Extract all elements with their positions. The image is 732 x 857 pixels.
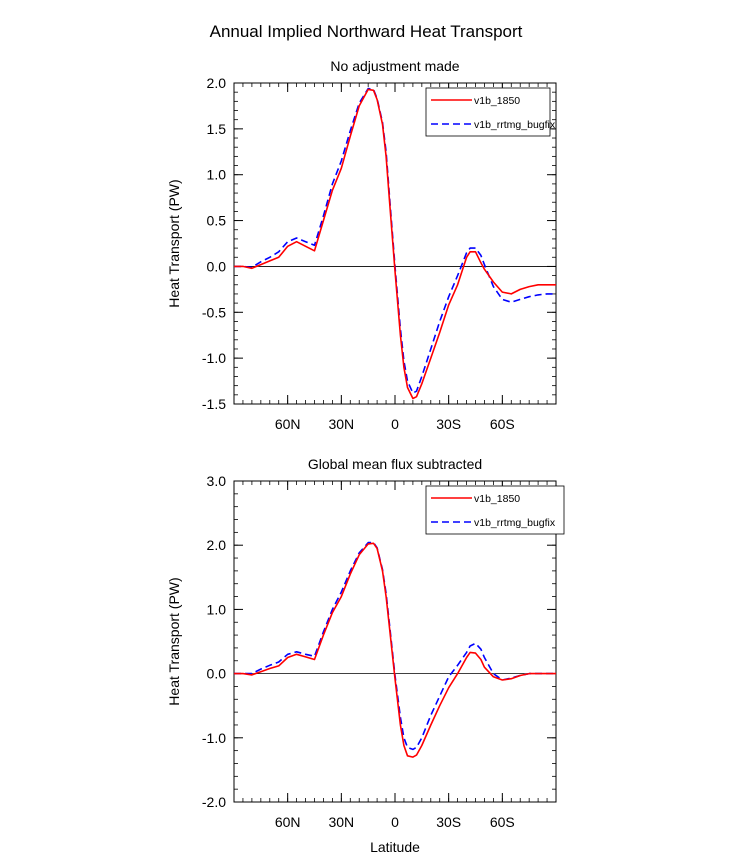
- y-tick-label: 3.0: [207, 473, 227, 489]
- y-tick-label: 0.5: [207, 213, 227, 229]
- x-tick-label: 60N: [275, 814, 301, 830]
- series-line-v1b-1850: [234, 88, 556, 400]
- y-tick-label: 0.0: [207, 666, 227, 682]
- legend-label: v1b_1850: [474, 493, 520, 505]
- y-tick-label: 2.0: [207, 75, 227, 91]
- x-tick-label: 30N: [328, 416, 354, 432]
- x-axis-label: Latitude: [370, 839, 420, 855]
- y-tick-label: -1.5: [202, 396, 226, 412]
- x-tick-label: 30S: [436, 416, 461, 432]
- panel-subtitle: No adjustment made: [330, 58, 459, 74]
- y-tick-label: 1.0: [207, 167, 227, 183]
- chart-main-title: Annual Implied Northward Heat Transport: [209, 22, 523, 41]
- legend: v1b_1850 v1b_rrtmg_bugfix: [425, 87, 556, 137]
- legend-label: v1b_rrtmg_bugfix: [474, 517, 556, 529]
- x-tick-label: 0: [391, 416, 399, 432]
- legend-label: v1b_rrtmg_bugfix: [474, 119, 556, 131]
- x-tick-label: 60N: [275, 416, 301, 432]
- y-tick-label: -2.0: [202, 794, 226, 810]
- y-tick-label: 1.5: [207, 121, 227, 137]
- legend: v1b_1850 v1b_rrtmg_bugfix: [425, 485, 565, 535]
- legend-box: [425, 87, 551, 137]
- chart-panel-2: Global mean flux subtracted -2.0 -1.0 0.0 1.…: [166, 456, 565, 855]
- y-tick-label: 1.0: [207, 601, 227, 617]
- x-tick-label: 30N: [328, 814, 354, 830]
- y-tick-label: -1.0: [202, 730, 226, 746]
- y-tick-label: 0.0: [207, 258, 227, 274]
- y-axis-label: Heat Transport (PW): [166, 577, 182, 705]
- y-axis-label: Heat Transport (PW): [166, 179, 182, 307]
- y-tick-label: -0.5: [202, 304, 226, 320]
- x-tick-label: 60S: [490, 416, 515, 432]
- legend-label: v1b_1850: [474, 95, 520, 107]
- legend-box: [425, 485, 565, 535]
- series-line-v1b-rrtmg-bugfix: [234, 541, 556, 751]
- y-tick-label: 2.0: [207, 537, 227, 553]
- series-line-v1b-1850: [234, 542, 556, 758]
- x-tick-label: 30S: [436, 814, 461, 830]
- y-tick-label: -1.0: [202, 350, 226, 366]
- panel-subtitle: Global mean flux subtracted: [308, 456, 482, 472]
- x-tick-label: 0: [391, 814, 399, 830]
- x-tick-label: 60S: [490, 814, 515, 830]
- chart-panel-1: No adjustment made -1.5 -1.0 -0.5 0.0 0.5 1.0 1…: [166, 58, 557, 432]
